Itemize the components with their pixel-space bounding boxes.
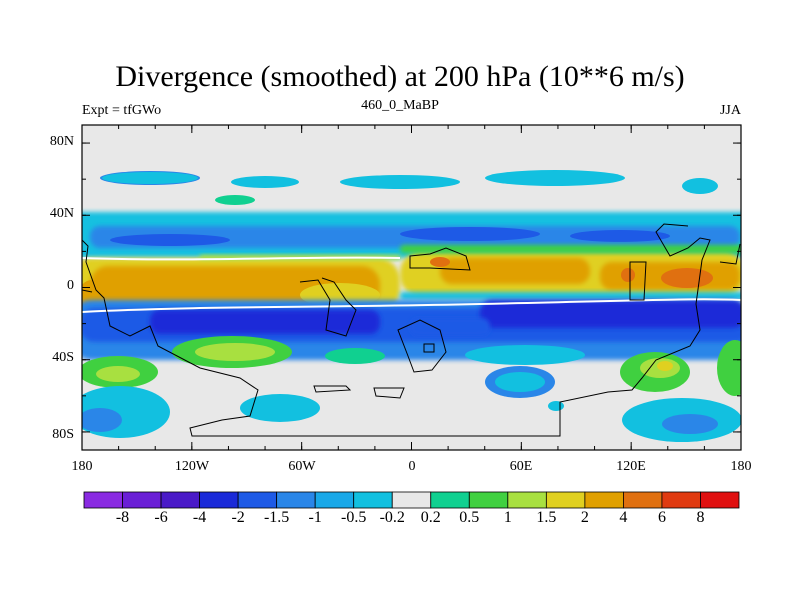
field-tropical-divergence (661, 268, 713, 288)
axis-ticks (81, 125, 742, 450)
colorbar-swatch (353, 491, 393, 509)
field-nh-patch (340, 175, 460, 189)
season-label: JJA (719, 103, 741, 118)
colorbar-level-label: -2 (231, 509, 245, 526)
y-tick-label: 80N (49, 134, 74, 149)
x-tick-label: 0 (408, 459, 416, 474)
zero-contour-lines (82, 256, 741, 313)
colorbar-level-label: 1 (503, 509, 512, 526)
x-tick-label: 180 (71, 459, 93, 474)
colorbar-swatch (391, 491, 432, 509)
field-sh-divergence (717, 340, 741, 396)
colorbar-level-label: -4 (192, 509, 207, 526)
field-tropical-divergence (440, 258, 590, 284)
colorbar-level-label: -1 (308, 509, 322, 526)
colorbar (83, 491, 740, 509)
field-tropical-edge (400, 245, 741, 253)
colorbar-level-label: 8 (696, 509, 705, 526)
experiment-label: Expt = tfGWo (82, 103, 162, 118)
colorbar-level-label: -0.2 (379, 509, 405, 526)
colorbar-swatch (545, 491, 586, 509)
colorbar-level-label: -6 (154, 509, 168, 526)
field-sh-high (662, 414, 718, 434)
field-nh-patch (682, 178, 718, 194)
colorbar-swatch (122, 491, 162, 509)
y-tick-label: 80S (52, 427, 74, 442)
field-sh-divergence (495, 372, 545, 392)
field-sh-divergence (325, 348, 385, 364)
colorbar-swatch (160, 491, 200, 509)
x-tick-label: 120W (174, 459, 210, 474)
field-equatorial-gap (400, 292, 741, 300)
period-label: 460_0_MaBP (361, 98, 439, 113)
colorbar-swatch (199, 491, 239, 509)
colorbar-swatch (661, 491, 701, 509)
field-sh-divergence (465, 345, 585, 365)
colorbar-swatch (237, 491, 278, 509)
field-nh-patch (231, 176, 299, 188)
x-tick-label: 60E (509, 459, 533, 474)
field-nh-patch (485, 170, 625, 186)
colorbar-level-label: -0.5 (341, 509, 367, 526)
colorbar-swatch (623, 491, 663, 509)
field-sh-convergence (150, 310, 380, 334)
x-tick-label: 60W (288, 459, 316, 474)
chart-title: Divergence (smoothed) at 200 hPa (10**6 … (115, 60, 685, 93)
field-sh-high (548, 401, 564, 411)
colorbar-level-label: 2 (580, 509, 589, 526)
field-sh-convergence (410, 318, 490, 336)
colorbar-swatch (507, 491, 547, 509)
field-sh-high (240, 394, 320, 422)
field-nh-patch (215, 195, 255, 205)
colorbar-swatch (314, 491, 355, 509)
field-sh-high (82, 408, 122, 432)
colorbar-level-label: 1.5 (536, 509, 557, 526)
coastlines (82, 223, 741, 437)
field-sh-divergence (195, 343, 275, 361)
x-tick-label: 180 (730, 459, 752, 474)
y-tick-label: 40S (52, 350, 74, 365)
colorbar-level-label: 0.5 (459, 509, 480, 526)
y-tick-label: 0 (67, 278, 74, 293)
field-tropical-divergence (621, 268, 635, 282)
colorbar-level-label: -8 (115, 509, 130, 526)
field-nh-convergence (110, 234, 230, 246)
y-tick-label: 40N (49, 206, 74, 221)
field-tropical-divergence (430, 257, 450, 267)
colorbar-swatch (276, 491, 316, 509)
colorbar-level-label: 0.2 (420, 509, 441, 526)
field-nh-convergence (400, 227, 540, 241)
colorbar-swatch (430, 491, 470, 509)
field-nh-convergence (570, 230, 670, 242)
colorbar-level-label: -1.5 (263, 509, 290, 526)
contour-fields (82, 170, 741, 442)
x-tick-label: 120E (616, 459, 646, 474)
colorbar-swatch (468, 491, 509, 509)
plot-area (82, 125, 741, 450)
field-sh-divergence (657, 361, 673, 371)
colorbar-level-label: 4 (619, 509, 628, 526)
field-sh-divergence (96, 366, 140, 382)
field-sh-convergence (480, 300, 741, 328)
colorbar-swatch (700, 491, 740, 509)
colorbar-level-label: 6 (657, 509, 666, 526)
colorbar-swatch (584, 491, 624, 509)
field-nh-patch (102, 172, 198, 184)
colorbar-swatch (83, 491, 123, 509)
